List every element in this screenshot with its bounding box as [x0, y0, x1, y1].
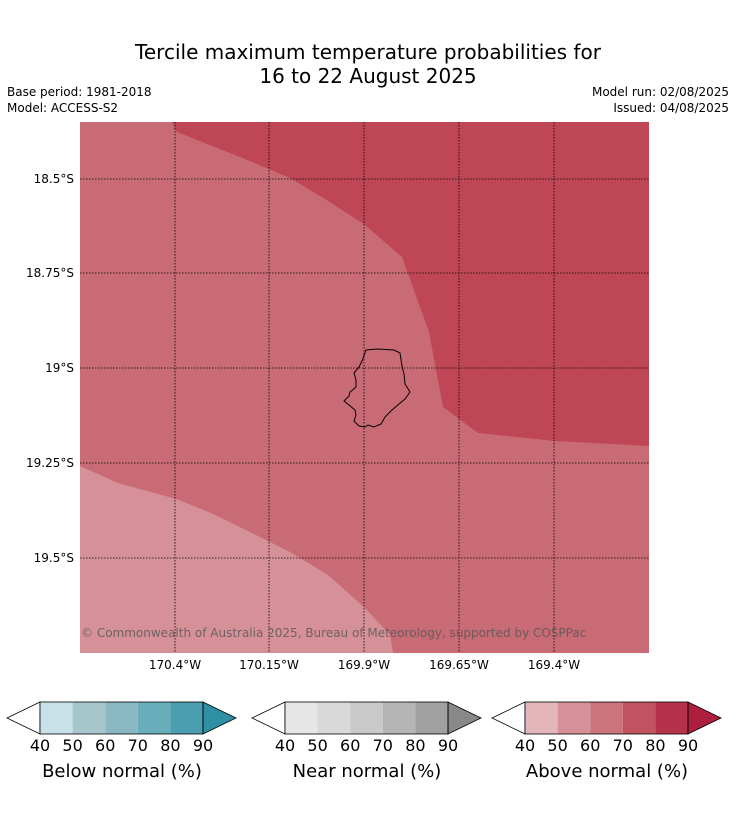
colorbar-segment: [350, 702, 383, 734]
colorbar-extend-low: [6, 701, 41, 735]
colorbar-tick: 40: [514, 736, 536, 755]
colorbar-segment: [382, 702, 416, 734]
lon-label: 169.9°W: [337, 658, 391, 672]
colorbar-segment: [590, 702, 623, 734]
colorbar-segment: [525, 702, 558, 734]
issued-text: Issued: 04/08/2025: [613, 101, 729, 115]
colorbar-outline: [284, 701, 449, 735]
probability-map: © Commonwealth of Australia 2025, Bureau…: [80, 122, 649, 653]
colorbar-above-normal: [491, 701, 722, 735]
colorbar-tick: 40: [29, 736, 51, 755]
colorbar-label-above-normal: Above normal (%): [525, 761, 689, 782]
colorbar-outline: [524, 701, 689, 735]
base-period-text: Base period: 1981-2018: [7, 85, 152, 99]
region-above-70-80: [172, 122, 649, 446]
colorbar-tick: 90: [677, 736, 699, 755]
colorbar-tick: 40: [274, 736, 296, 755]
lat-label: 18.75°S: [26, 266, 74, 280]
lat-label: 18.5°S: [33, 172, 74, 186]
colorbar-segment: [40, 702, 73, 734]
copyright-text: © Commonwealth of Australia 2025, Bureau…: [81, 626, 586, 640]
colorbar-tick: 80: [645, 736, 666, 755]
model-run-text: Model run: 02/08/2025: [591, 85, 729, 99]
niue-coastline: [343, 348, 411, 428]
colorbar-segment: [415, 702, 448, 734]
colorbar-label-below-normal: Below normal (%): [42, 761, 202, 782]
colorbar-tick: 70: [372, 736, 393, 755]
colorbar-tick: 60: [580, 736, 601, 755]
colorbar-near-normal: [251, 701, 482, 735]
colorbar-segment: [285, 702, 318, 734]
colorbar-segment: [317, 702, 351, 734]
colorbar-tick: 70: [612, 736, 633, 755]
colorbar-tick: 80: [160, 736, 181, 755]
lon-label: 169.65°W: [429, 658, 489, 672]
colorbar-tick: 90: [192, 736, 214, 755]
lon-label: 170.15°W: [239, 658, 299, 672]
colorbars: [6, 701, 722, 735]
colorbar-tick: 50: [307, 736, 328, 755]
colorbar-tick: 60: [95, 736, 116, 755]
lon-label: 170.4°W: [148, 658, 202, 672]
colorbar-segment: [655, 702, 688, 734]
colorbar-segment: [137, 702, 171, 734]
lat-label: 19.5°S: [33, 551, 74, 565]
colorbar-extend-high: [202, 701, 237, 735]
graticule: [80, 122, 649, 653]
map-title-line-2: 16 to 22 August 2025: [259, 64, 477, 88]
colorbar-tick: 70: [127, 736, 148, 755]
lat-label: 19°S: [45, 361, 74, 375]
colorbar-segment: [72, 702, 106, 734]
colorbar-extend-low: [251, 701, 286, 735]
colorbar-below-normal: [6, 701, 237, 735]
map-title-line-1: Tercile maximum temperature probabilitie…: [135, 40, 601, 64]
colorbar-segment: [557, 702, 591, 734]
colorbar-tick: 50: [62, 736, 83, 755]
colorbar-segment: [170, 702, 203, 734]
lon-label: 169.4°W: [527, 658, 581, 672]
colorbar-segment: [105, 702, 138, 734]
colorbar-tick: 60: [340, 736, 361, 755]
region-above-50-60: [80, 466, 393, 653]
colorbar-label-near-normal: Near normal (%): [292, 761, 442, 782]
colorbar-extend-high: [687, 701, 722, 735]
colorbar-extend-low: [491, 701, 526, 735]
colorbar-outline: [39, 701, 204, 735]
colorbar-segment: [622, 702, 656, 734]
model-text: Model: ACCESS-S2: [7, 101, 119, 115]
lat-label: 19.25°S: [26, 456, 74, 470]
colorbar-tick: 80: [405, 736, 426, 755]
colorbar-tick: 90: [437, 736, 459, 755]
colorbar-tick: 50: [547, 736, 568, 755]
colorbar-extend-high: [447, 701, 482, 735]
